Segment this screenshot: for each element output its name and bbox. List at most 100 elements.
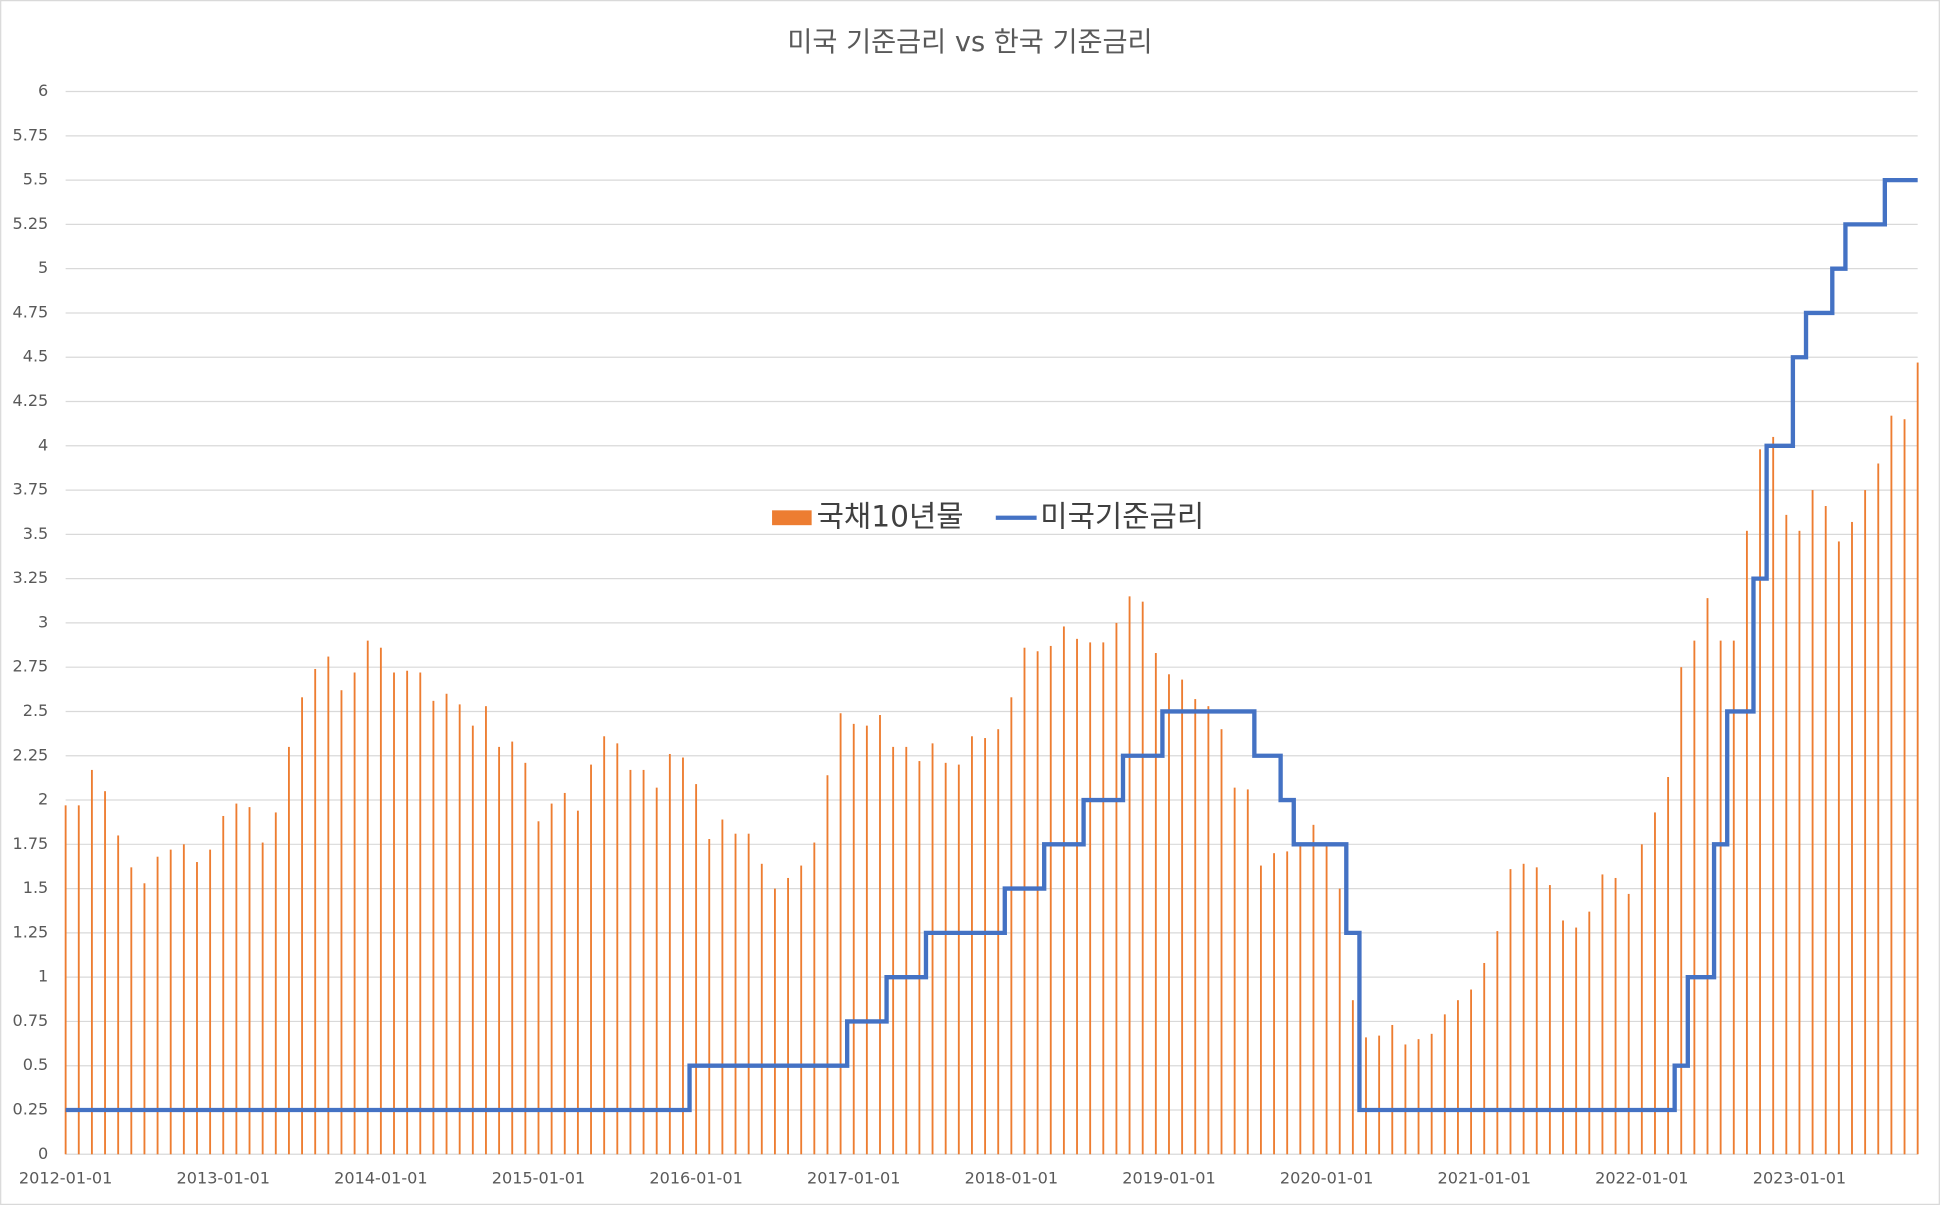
bar [458,704,461,1155]
bar [130,867,133,1155]
y-tick-label: 4 [38,435,48,454]
bar [524,762,527,1155]
bar [1680,667,1683,1155]
legend-swatch [772,510,812,526]
bar [1207,706,1210,1155]
bar [77,805,80,1155]
bar [104,791,106,1155]
bar [1443,1014,1446,1155]
bar [1312,824,1315,1155]
bar [787,877,789,1155]
bar [182,844,185,1155]
bar [1273,853,1275,1155]
y-tick-label: 0 [38,1144,48,1163]
bar [196,862,198,1155]
bar [1719,640,1722,1155]
bar [1233,787,1236,1155]
y-tick-label: 3.25 [12,568,48,587]
bar [1351,1000,1354,1155]
bar [169,849,172,1155]
bar [406,670,409,1155]
bar [511,741,514,1155]
bar [1115,622,1118,1155]
bar [1049,645,1052,1155]
y-tick-label: 5.25 [12,214,48,233]
bar [1864,490,1867,1155]
bar [616,743,619,1155]
bar [1601,874,1604,1155]
y-tick-label: 1 [38,967,48,986]
bar [944,762,947,1155]
y-tick-label: 0.25 [12,1099,48,1118]
bar [353,672,356,1155]
bar [419,672,422,1155]
bar [248,807,251,1155]
bar [1338,888,1341,1155]
bar [1246,789,1249,1155]
bar [668,753,671,1155]
y-tick-label: 5.75 [12,125,48,144]
y-tick-label: 3.5 [23,524,49,543]
bar [1141,601,1144,1155]
bar [747,833,750,1155]
bar [1365,1037,1367,1155]
y-tick-label: 3 [38,612,48,631]
x-tick-label: 2016-01-01 [649,1169,742,1188]
bar [682,757,684,1155]
bar [1522,863,1525,1155]
bar [432,700,435,1155]
bar [655,787,658,1155]
bar [1772,436,1775,1155]
bar [366,640,369,1155]
bar [379,647,382,1155]
bar [1509,869,1512,1155]
x-tick-label: 2017-01-01 [807,1169,900,1188]
y-tick-label: 0.5 [23,1055,49,1074]
bar [261,842,264,1155]
bar [1089,642,1092,1155]
bar [1010,697,1013,1155]
x-tick-label: 2018-01-01 [965,1169,1058,1188]
x-tick-label: 2013-01-01 [177,1169,270,1188]
bar [485,706,487,1155]
bar [1837,541,1840,1155]
x-tick-label: 2020-01-01 [1280,1169,1373,1188]
bar [892,746,895,1155]
bar [865,725,868,1155]
y-tick-label: 0.75 [12,1011,48,1030]
bar [1785,514,1788,1155]
bar [1168,674,1170,1155]
bar [708,839,711,1155]
bar [1824,506,1827,1155]
y-tick-label: 4.5 [23,347,49,366]
y-tick-label: 2.25 [12,745,48,764]
y-tick-label: 5 [38,258,48,277]
bar [1286,851,1289,1155]
bar [327,656,330,1155]
bar [931,743,934,1155]
line [65,177,1918,1113]
y-tick-label: 5.5 [23,170,49,189]
bar [1654,812,1656,1155]
bar [1417,1039,1420,1155]
bar [1102,642,1105,1155]
bar [301,697,303,1155]
bar [1640,844,1643,1155]
bar [498,746,501,1155]
bar [156,856,159,1155]
bar [209,849,212,1155]
bar [90,769,93,1155]
bar [537,821,540,1155]
y-tick-label: 2.5 [23,701,49,720]
bar [1259,865,1262,1155]
bar [1062,626,1065,1155]
x-tick-label: 2015-01-01 [492,1169,585,1188]
bar [64,805,67,1155]
y-tick-label: 2 [38,790,48,809]
bar [642,769,645,1155]
bar [1391,1024,1394,1155]
bar [143,883,146,1155]
bar [1916,362,1919,1155]
